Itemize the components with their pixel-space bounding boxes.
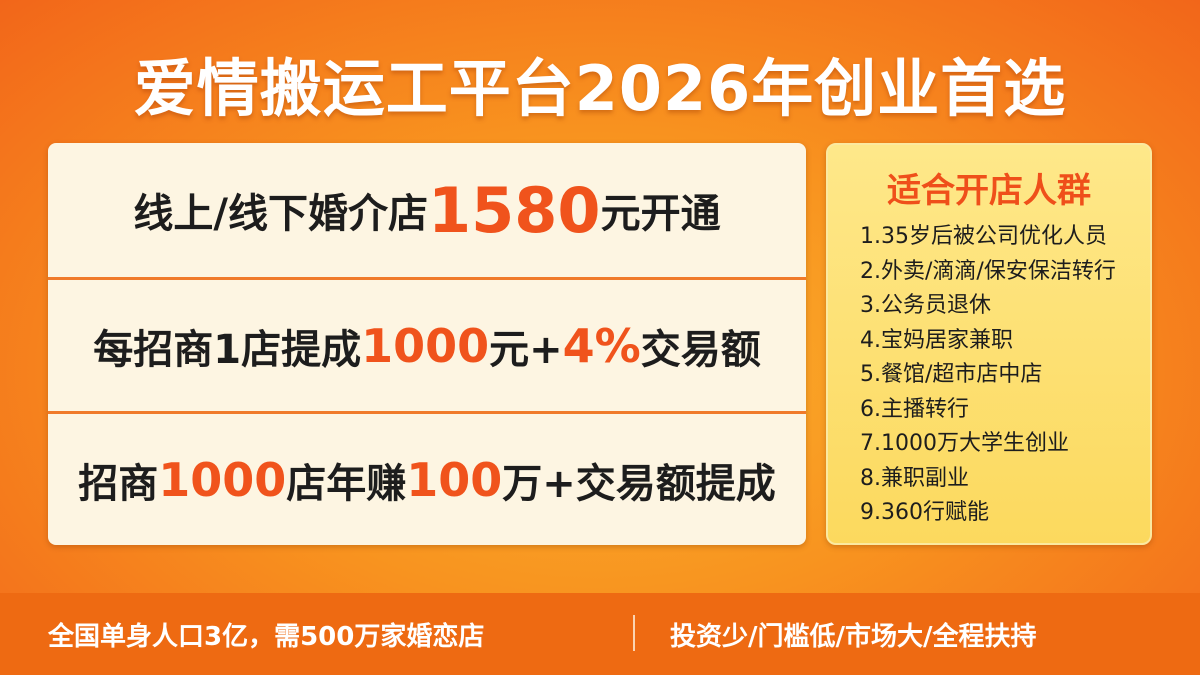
offer-text: 线上/线下婚介店 — [133, 191, 429, 237]
offer-row-opening-fee: 线上/线下婚介店 1580 元开通 — [48, 143, 806, 277]
offer-text: 每招商1店提成 — [93, 326, 362, 373]
offer-text: 万+交易额提成 — [502, 460, 776, 507]
audience-item: 1.35岁后被公司优化人员 — [860, 224, 1107, 249]
page-title: 爱情搬运工平台2026年创业首选 — [133, 52, 1067, 125]
offer-panel: 线上/线下婚介店 1580 元开通 每招商1店提成 1000 元+ 4% 交易额… — [48, 143, 806, 545]
offer-highlight: 4% — [562, 318, 641, 373]
footer-divider — [633, 615, 635, 651]
offer-row-earnings: 招商 1000 店年赚 100 万+交易额提成 — [48, 411, 806, 545]
audience-item: 5.餐馆/超市店中店 — [860, 362, 1043, 387]
audience-panel: 适合开店人群 1.35岁后被公司优化人员 2.外卖/滴滴/保安保洁转行 3.公务… — [826, 143, 1152, 545]
audience-item: 3.公务员退休 — [860, 293, 991, 318]
footer-bar: 全国单身人口3亿，需500万家婚恋店 投资少/门槛低/市场大/全程扶持 — [0, 593, 1200, 675]
offer-highlight: 1580 — [428, 173, 601, 247]
footer-benefits-text: 投资少/门槛低/市场大/全程扶持 — [670, 621, 1037, 652]
offer-text: 元开通 — [600, 191, 721, 237]
audience-title: 适合开店人群 — [887, 171, 1091, 211]
audience-item: 2.外卖/滴滴/保安保洁转行 — [860, 258, 1116, 284]
audience-item: 9.360行赋能 — [860, 500, 989, 525]
audience-item: 7.1000万大学生创业 — [860, 431, 1069, 456]
offer-text: 交易额 — [640, 326, 761, 373]
audience-item: 8.兼职副业 — [860, 465, 969, 491]
offer-highlight: 1000 — [361, 318, 490, 373]
audience-item: 4.宝妈居家兼职 — [860, 327, 1013, 353]
offer-text: 元+ — [489, 326, 563, 373]
offer-highlight: 100 — [406, 452, 503, 507]
offer-text: 店年赚 — [286, 460, 407, 507]
footer-market-text: 全国单身人口3亿，需500万家婚恋店 — [48, 621, 485, 652]
audience-item: 6.主播转行 — [860, 396, 969, 422]
offer-highlight: 1000 — [158, 452, 287, 507]
offer-text: 招商 — [78, 460, 159, 507]
offer-row-commission: 每招商1店提成 1000 元+ 4% 交易额 — [48, 277, 806, 411]
